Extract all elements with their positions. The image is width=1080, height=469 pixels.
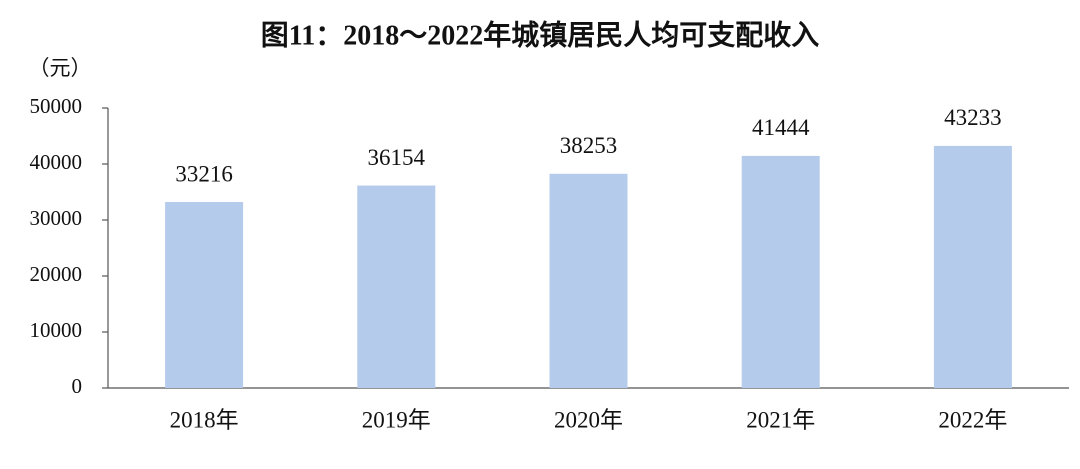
y-tick-label: 50000 <box>30 94 83 118</box>
bar <box>549 173 628 388</box>
bar <box>165 201 244 388</box>
x-tick-label: 2021年 <box>746 407 815 432</box>
data-label: 38253 <box>560 133 618 158</box>
data-label: 43233 <box>944 105 1002 130</box>
x-tick-label: 2019年 <box>362 407 431 432</box>
y-tick-label: 0 <box>72 374 83 398</box>
y-tick-label: 30000 <box>30 206 83 230</box>
x-tick-label: 2018年 <box>170 407 239 432</box>
chart-title: 图11：2018～2022年城镇居民人均可支配收入 <box>261 18 819 51</box>
data-label: 36154 <box>368 145 426 170</box>
bar <box>357 185 436 388</box>
y-tick-label: 20000 <box>30 262 83 286</box>
data-label: 41444 <box>752 115 810 140</box>
x-tick-label: 2020年 <box>554 407 623 432</box>
y-tick-label: 40000 <box>30 150 83 174</box>
data-label: 33216 <box>175 161 233 186</box>
y-axis-label: （元） <box>29 56 92 80</box>
y-tick-label: 10000 <box>30 318 83 342</box>
x-tick-label: 2022年 <box>938 407 1007 432</box>
bar <box>741 155 820 388</box>
bar <box>933 145 1012 388</box>
